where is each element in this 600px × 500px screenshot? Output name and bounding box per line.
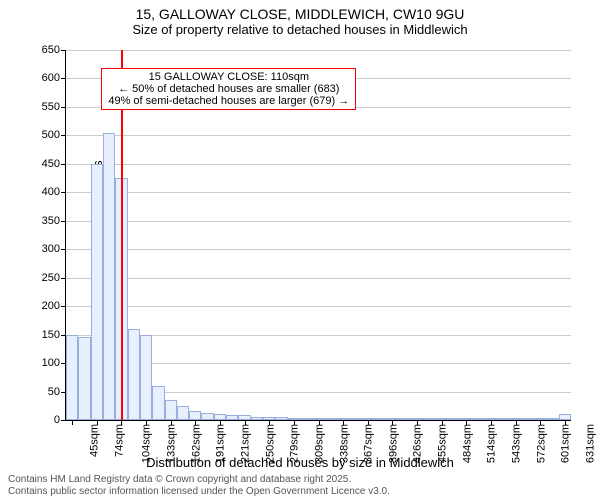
histogram-bar — [165, 400, 177, 420]
histogram-bar — [251, 417, 263, 420]
chart-title: 15, GALLOWAY CLOSE, MIDDLEWICH, CW10 9GU — [0, 6, 600, 22]
chart-container: 15, GALLOWAY CLOSE, MIDDLEWICH, CW10 9GU… — [0, 0, 600, 500]
x-tick-mark — [466, 420, 467, 425]
x-tick-mark — [220, 420, 221, 425]
gridline-h — [66, 50, 571, 51]
annotation-box: 15 GALLOWAY CLOSE: 110sqm ← 50% of detac… — [101, 68, 356, 110]
histogram-bar — [103, 133, 115, 420]
x-tick-mark — [565, 420, 566, 425]
x-tick-mark — [72, 420, 73, 425]
histogram-bar — [300, 418, 312, 420]
y-tick-mark — [61, 278, 66, 279]
y-tick-mark — [61, 420, 66, 421]
footer-line-1: Contains HM Land Registry data © Crown c… — [8, 474, 390, 486]
x-tick-mark — [343, 420, 344, 425]
histogram-bar — [91, 164, 103, 420]
histogram-bar — [66, 335, 78, 420]
histogram-bar — [448, 418, 460, 420]
x-tick-mark — [146, 420, 147, 425]
chart-subtitle: Size of property relative to detached ho… — [0, 22, 600, 37]
histogram-bar — [472, 418, 484, 420]
y-tick-mark — [61, 50, 66, 51]
x-tick-label: 45sqm — [89, 424, 101, 457]
histogram-bar — [128, 329, 140, 420]
annotation-line-1: 15 GALLOWAY CLOSE: 110sqm — [108, 71, 349, 83]
histogram-bar — [226, 415, 238, 420]
y-tick-mark — [61, 78, 66, 79]
x-tick-mark — [121, 420, 122, 425]
gridline-h — [66, 249, 571, 250]
histogram-bar — [325, 418, 337, 420]
histogram-bar — [522, 418, 534, 420]
y-tick-mark — [61, 306, 66, 307]
histogram-bar — [497, 418, 509, 420]
x-tick-mark — [442, 420, 443, 425]
gridline-h — [66, 192, 571, 193]
x-tick-mark — [540, 420, 541, 425]
x-tick-mark — [368, 420, 369, 425]
x-tick-mark — [491, 420, 492, 425]
title-block: 15, GALLOWAY CLOSE, MIDDLEWICH, CW10 9GU… — [0, 0, 600, 37]
y-tick-mark — [61, 107, 66, 108]
y-tick-mark — [61, 135, 66, 136]
x-tick-mark — [269, 420, 270, 425]
plot-area: 0501001502002503003504004505005506006504… — [65, 50, 571, 421]
footer-line-2: Contains public sector information licen… — [8, 486, 390, 498]
x-tick-mark — [392, 420, 393, 425]
histogram-bar — [201, 413, 213, 420]
histogram-bar — [152, 386, 164, 420]
histogram-bar — [374, 418, 386, 420]
x-tick-mark — [245, 420, 246, 425]
x-tick-mark — [171, 420, 172, 425]
x-tick-mark — [417, 420, 418, 425]
x-tick-mark — [195, 420, 196, 425]
histogram-bar — [546, 418, 558, 420]
histogram-bar — [423, 418, 435, 420]
histogram-bar — [275, 417, 287, 420]
histogram-bar — [189, 411, 201, 420]
gridline-h — [66, 278, 571, 279]
x-tick-mark — [319, 420, 320, 425]
y-tick-mark — [61, 249, 66, 250]
histogram-bar — [349, 418, 361, 420]
footer-attribution: Contains HM Land Registry data © Crown c… — [8, 474, 390, 498]
annotation-line-2: ← 50% of detached houses are smaller (68… — [108, 83, 349, 95]
x-axis-label: Distribution of detached houses by size … — [0, 455, 600, 470]
gridline-h — [66, 164, 571, 165]
annotation-line-3: 49% of semi-detached houses are larger (… — [108, 95, 349, 107]
x-tick-mark — [516, 420, 517, 425]
histogram-bar — [399, 418, 411, 420]
y-tick-mark — [61, 192, 66, 193]
y-tick-mark — [61, 221, 66, 222]
gridline-h — [66, 306, 571, 307]
histogram-bar — [177, 406, 189, 420]
y-tick-mark — [61, 164, 66, 165]
gridline-h — [66, 135, 571, 136]
histogram-bar — [78, 337, 90, 420]
gridline-h — [66, 221, 571, 222]
x-tick-mark — [97, 420, 98, 425]
x-tick-mark — [294, 420, 295, 425]
x-tick-label: 74sqm — [113, 424, 125, 457]
histogram-bar — [140, 335, 152, 420]
